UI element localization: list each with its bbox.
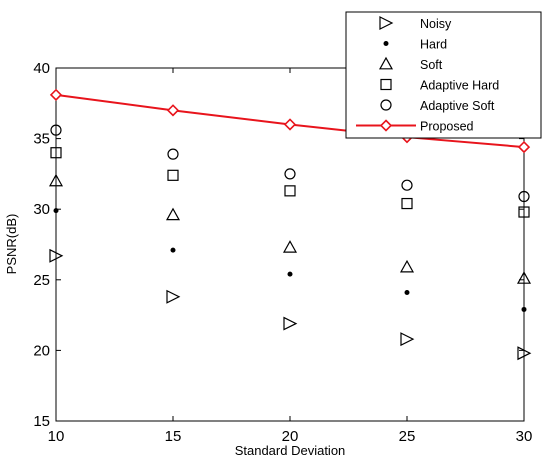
y-tick-label: 40 [33, 60, 50, 77]
noisy-point [49, 248, 64, 263]
x-tick-label: 30 [516, 428, 533, 445]
soft-point [165, 207, 181, 221]
legend-label-adaptive-soft: Adaptive Soft [420, 99, 495, 113]
soft-point [48, 173, 64, 187]
y-tick-label: 15 [33, 413, 50, 430]
hard-point [170, 247, 176, 253]
series-adaptive-hard [50, 147, 530, 218]
adaptive-soft-point [50, 124, 62, 136]
legend-label-soft: Soft [420, 58, 443, 72]
adaptive-soft-point [401, 179, 413, 191]
adaptive-soft-point [518, 190, 530, 203]
legend-marker-adaptive-hard [380, 78, 392, 91]
adaptive-hard-point [284, 185, 296, 197]
hard-point [53, 208, 59, 214]
x-tick-label: 20 [282, 428, 299, 445]
series-soft [48, 173, 532, 284]
y-tick-label: 35 [33, 131, 50, 148]
adaptive-soft-point [284, 168, 296, 180]
legend-marker-hard [383, 41, 389, 46]
hard-point [521, 306, 527, 312]
legend: Noisy Hard Soft Adaptive Hard Adaptive Soft P… [345, 11, 542, 139]
legend-label-noisy: Noisy [420, 17, 452, 31]
legend-marker-proposed [379, 119, 393, 132]
series-proposed [49, 88, 531, 154]
y-tick-label: 20 [33, 342, 50, 359]
noisy-point [517, 346, 532, 361]
hard-point [404, 290, 410, 296]
y-tick-label: 30 [33, 201, 50, 218]
legend-marker-noisy [379, 16, 394, 30]
legend-label-adaptive-hard: Adaptive Hard [420, 79, 499, 93]
proposed-point [49, 88, 63, 101]
legend-label-hard: Hard [420, 38, 447, 52]
x-tick-label: 10 [48, 428, 65, 445]
adaptive-hard-point [167, 169, 179, 181]
soft-point [399, 259, 415, 273]
proposed-point [166, 104, 180, 117]
noisy-point [166, 289, 181, 304]
legend-marker-adaptive-soft [380, 99, 392, 111]
adaptive-hard-point [518, 206, 530, 218]
series-hard [53, 208, 527, 312]
noisy-point [400, 332, 415, 347]
noisy-point [283, 316, 298, 331]
x-axis-label: Standard Deviation [235, 443, 346, 458]
adaptive-hard-point [401, 197, 413, 210]
y-tick-label: 25 [33, 272, 50, 289]
proposed-point [517, 140, 531, 154]
proposed-point [283, 118, 297, 131]
adaptive-soft-point [167, 148, 179, 160]
y-axis-label: PSNR(dB) [4, 214, 19, 275]
soft-point [516, 271, 532, 284]
legend-label-proposed: Proposed [420, 120, 474, 134]
legend-box [345, 11, 542, 139]
series-adaptive-soft [50, 124, 530, 203]
adaptive-hard-point [50, 147, 62, 159]
series-layer [48, 88, 532, 361]
soft-point [282, 240, 298, 253]
series-noisy [49, 248, 532, 361]
hard-point [287, 271, 293, 277]
x-tick-label: 25 [399, 428, 416, 445]
legend-marker-soft [378, 56, 394, 70]
x-tick-label: 15 [165, 428, 182, 445]
